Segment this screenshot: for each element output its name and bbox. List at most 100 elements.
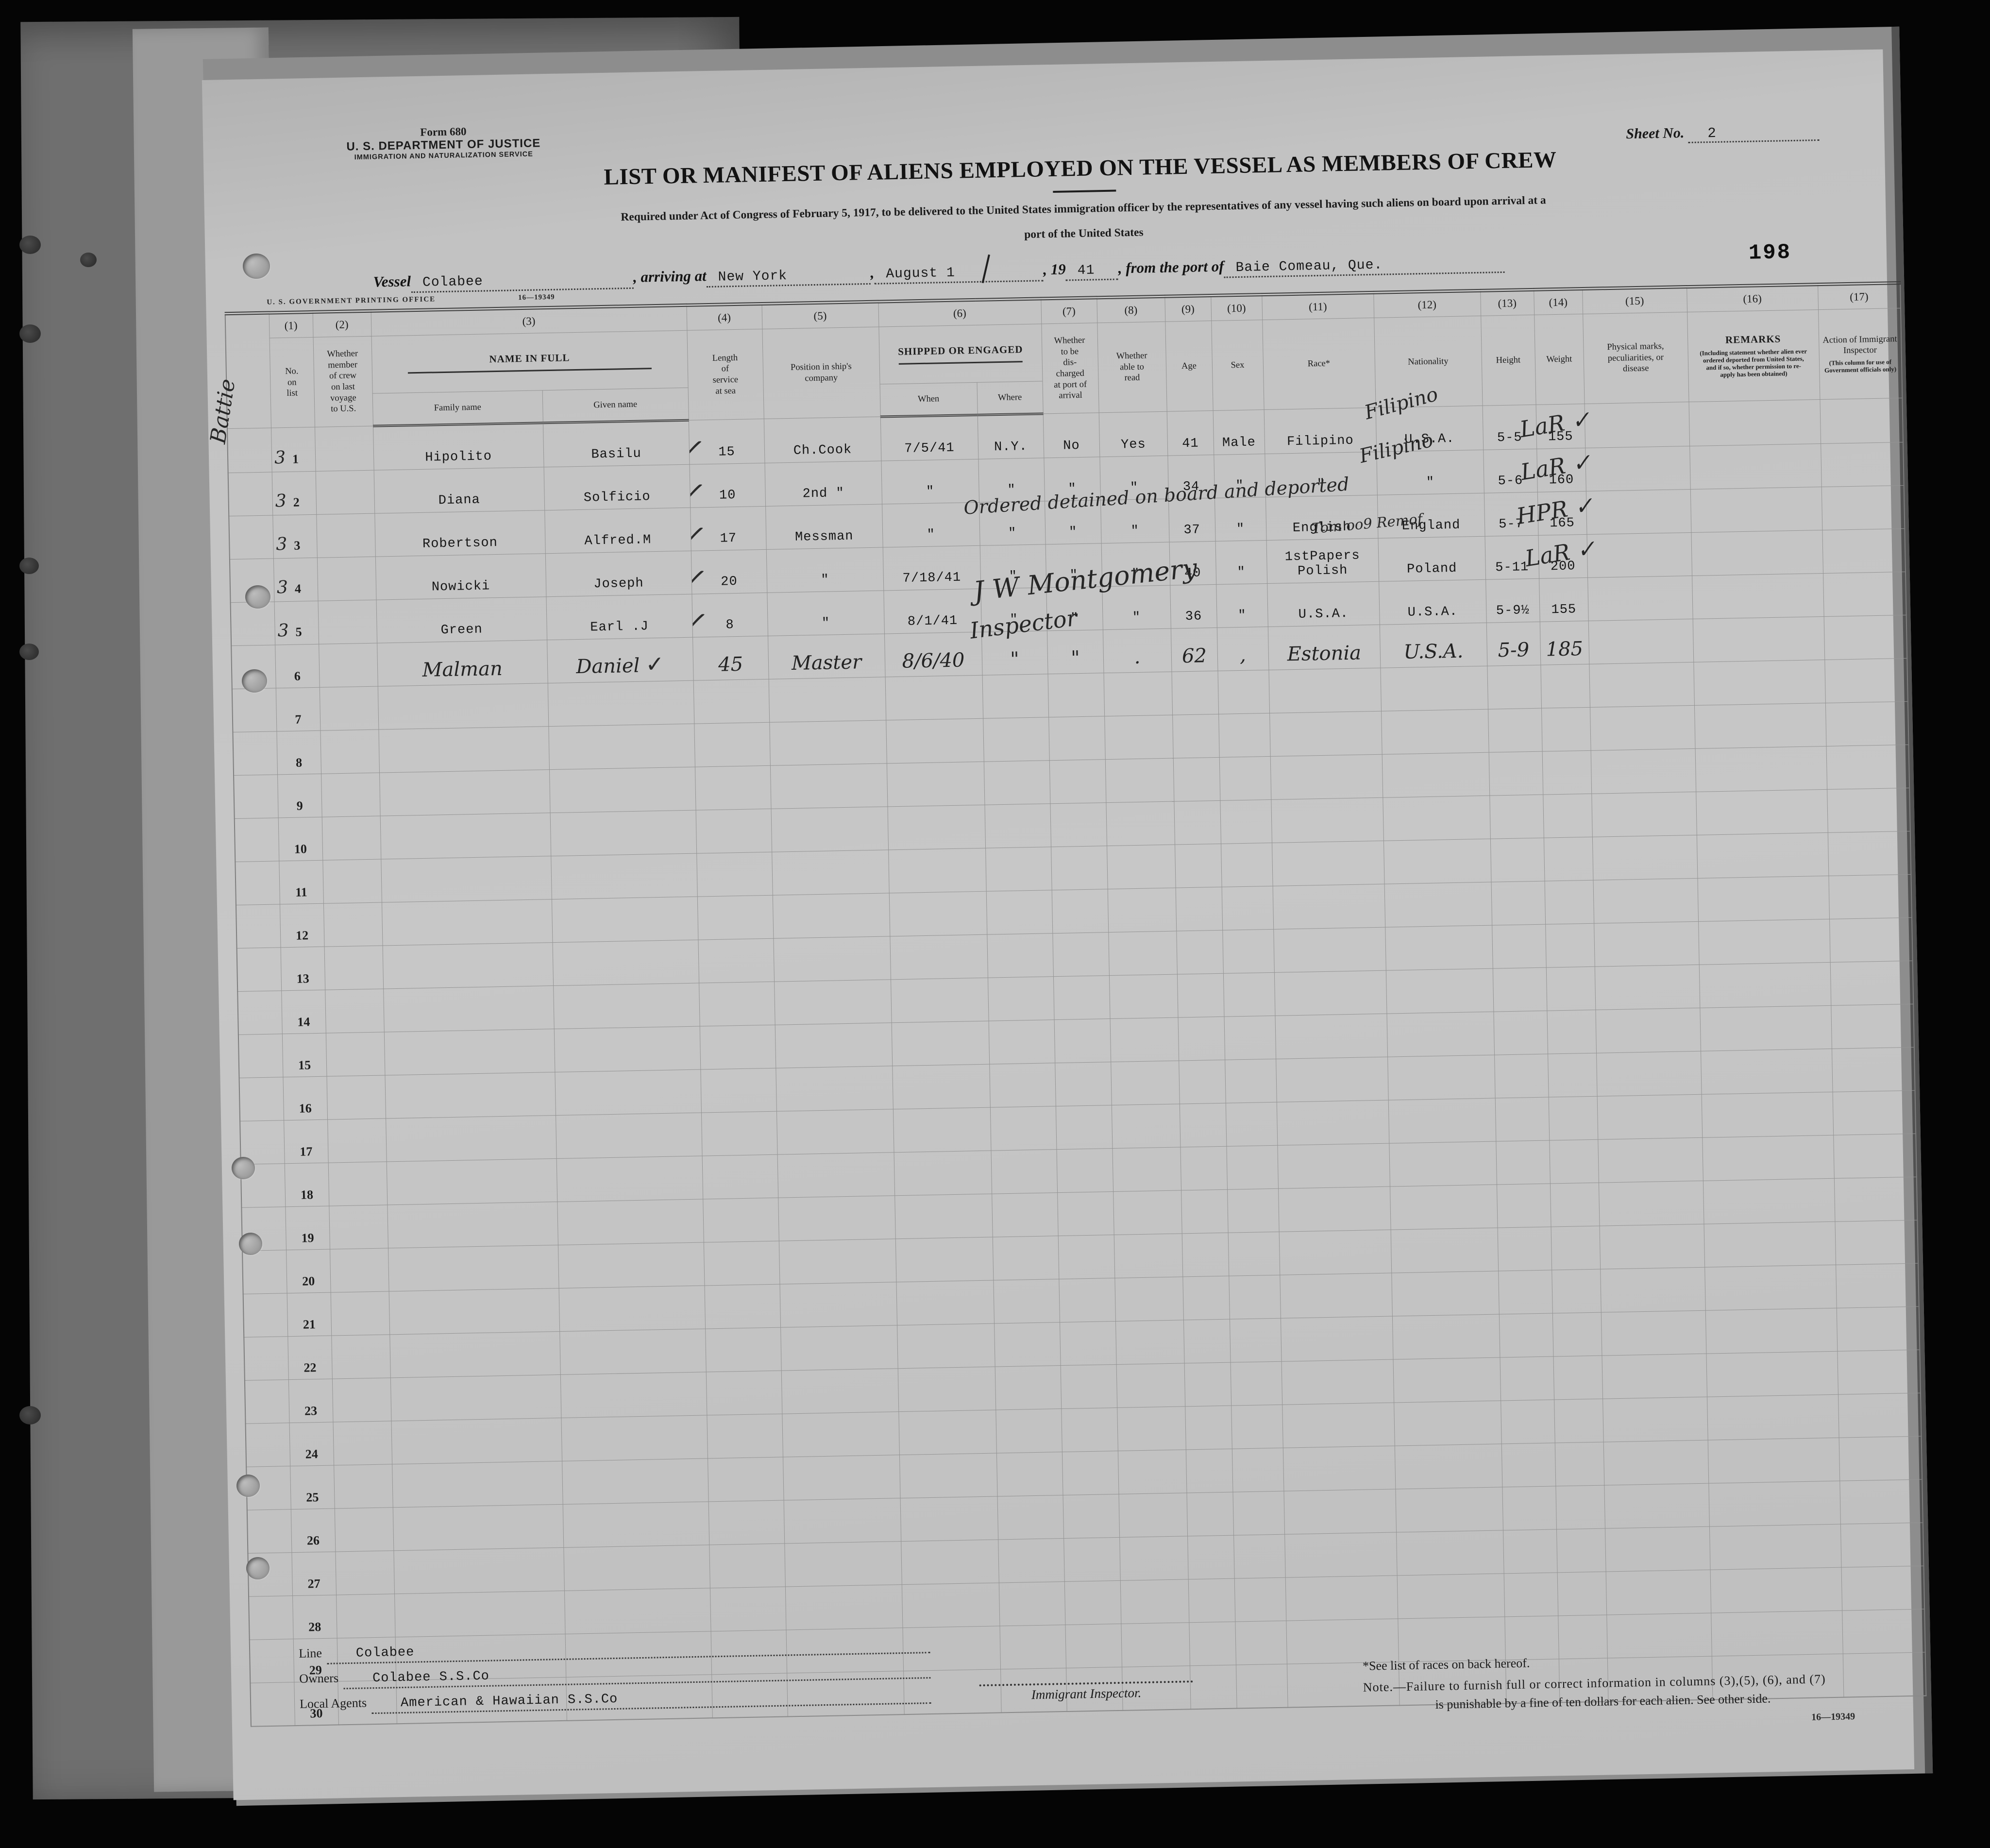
- cell-voyage: [334, 1507, 394, 1552]
- cell-when: [897, 1367, 996, 1412]
- cell-voyage: [321, 773, 380, 817]
- cell-height: [1500, 1356, 1554, 1401]
- row-number: 12: [295, 928, 309, 943]
- row-number: 19: [301, 1231, 314, 1245]
- cell-sex: [1228, 1232, 1280, 1276]
- cell-sex: [1229, 1318, 1282, 1363]
- cell-value: 7/5/41: [904, 441, 955, 457]
- cell-family: [381, 856, 552, 903]
- cell-given: [551, 897, 698, 943]
- cell-voyage: [323, 902, 383, 947]
- cell-family: [386, 1158, 557, 1205]
- cell-voyage: [330, 1291, 390, 1336]
- cell-race: [1282, 1402, 1395, 1448]
- colnum-9: (9): [1164, 295, 1212, 322]
- cell-height: [1495, 1097, 1550, 1142]
- cell-sex: ": [1214, 497, 1266, 542]
- header-shipped-title: SHIPPED OR ENGAGED: [898, 343, 1023, 358]
- cell-age: [1181, 1233, 1229, 1277]
- cell-given: Earl .J: [546, 594, 693, 640]
- cell-value: No: [1062, 439, 1080, 454]
- cell-position: [771, 806, 889, 852]
- cell-stub: [249, 1639, 294, 1683]
- colnum-14: (14): [1534, 288, 1583, 315]
- cell-value: Earl .J: [590, 619, 649, 635]
- cell-stub: [234, 774, 278, 819]
- year-prefix-label: , 19: [1043, 260, 1066, 278]
- cell-service: [695, 809, 772, 854]
- row-number: 24: [305, 1447, 318, 1461]
- cell-value: Ch.Cook: [793, 442, 852, 458]
- cell-when: 7/5/41: [880, 415, 978, 461]
- cell-family: [393, 1547, 564, 1594]
- cell-stub: [227, 428, 272, 473]
- cell-service: ✓ 15: [688, 419, 765, 465]
- cell-voyage: [334, 1464, 393, 1509]
- cell-height: [1497, 1227, 1552, 1272]
- cell-service: [709, 1543, 785, 1588]
- row-number: 25: [306, 1490, 319, 1505]
- punch-hole: [19, 236, 41, 254]
- cell-race: [1272, 841, 1384, 886]
- cell-weight: [1540, 664, 1590, 709]
- cell-marks: [1596, 1051, 1702, 1097]
- punch-hole: [245, 585, 270, 609]
- cell-service: [700, 1068, 776, 1113]
- cell-position: [783, 1498, 901, 1544]
- cell-race: [1273, 927, 1386, 973]
- cell-family: [378, 726, 549, 773]
- cell-discharged: [1051, 846, 1108, 890]
- cell-action: [1836, 1306, 1920, 1352]
- cell-value: Poland: [1406, 561, 1457, 577]
- cell-discharged: [1048, 716, 1105, 761]
- cell-when: [890, 934, 988, 980]
- cell-row-number: 16: [283, 1076, 328, 1120]
- cell-action: [1822, 528, 1906, 574]
- cell-position: 2nd ": [764, 461, 882, 507]
- cell-nationality: [1390, 1185, 1498, 1230]
- cell-sex: [1219, 756, 1271, 801]
- cell-read: [1112, 1147, 1181, 1192]
- cell-value: 36: [1185, 609, 1202, 625]
- row-number: 10: [294, 842, 307, 856]
- cell-marks: [1594, 921, 1699, 967]
- cell-sex: [1222, 929, 1274, 974]
- cell-voyage: [332, 1377, 391, 1423]
- cell-service: [696, 852, 773, 897]
- cell-age: [1171, 671, 1219, 715]
- form-subtitle: Required under Act of Congress of Februa…: [413, 191, 1754, 252]
- cell-where: [989, 1063, 1056, 1108]
- cell-nationality: [1382, 752, 1490, 798]
- owners-label: Owners: [299, 1671, 339, 1686]
- cell-sex: [1217, 670, 1270, 714]
- cell-voyage: [328, 1161, 388, 1206]
- cell-nationality: [1392, 1314, 1500, 1360]
- cell-sex: [1235, 1621, 1287, 1665]
- cell-where: N.Y.: [977, 413, 1044, 459]
- cell-family: [385, 1072, 556, 1119]
- cell-where: [983, 717, 1049, 762]
- cell-action: [1834, 1177, 1918, 1222]
- punch-hole: [19, 324, 41, 343]
- races-footnote: *See list of races on back hereof.: [1362, 1656, 1530, 1673]
- cell-remarks: [1692, 616, 1825, 662]
- cell-voyage: [319, 643, 378, 688]
- cell-stub: [244, 1336, 288, 1381]
- cell-height: [1496, 1184, 1551, 1228]
- cell-height: [1501, 1442, 1556, 1487]
- cell-race: [1282, 1445, 1396, 1492]
- punch-hole: [243, 254, 270, 279]
- cell-position: [783, 1455, 900, 1501]
- colnum-2: (2): [312, 311, 371, 338]
- cell-remarks: [1709, 1524, 1841, 1570]
- cell-voyage: [329, 1248, 389, 1293]
- page-title: LIST OR MANIFEST OF ALIENS EMPLOYED ON T…: [603, 147, 1557, 190]
- cell-sex: [1230, 1361, 1282, 1406]
- colnum-1: (1): [269, 312, 313, 339]
- cell-action: [1831, 1047, 1915, 1092]
- row-number: 23: [304, 1404, 318, 1418]
- cell-service: 45: [692, 636, 769, 681]
- cell-voyage: [324, 946, 384, 990]
- cell-height: [1491, 881, 1546, 926]
- cell-given: [555, 1069, 701, 1116]
